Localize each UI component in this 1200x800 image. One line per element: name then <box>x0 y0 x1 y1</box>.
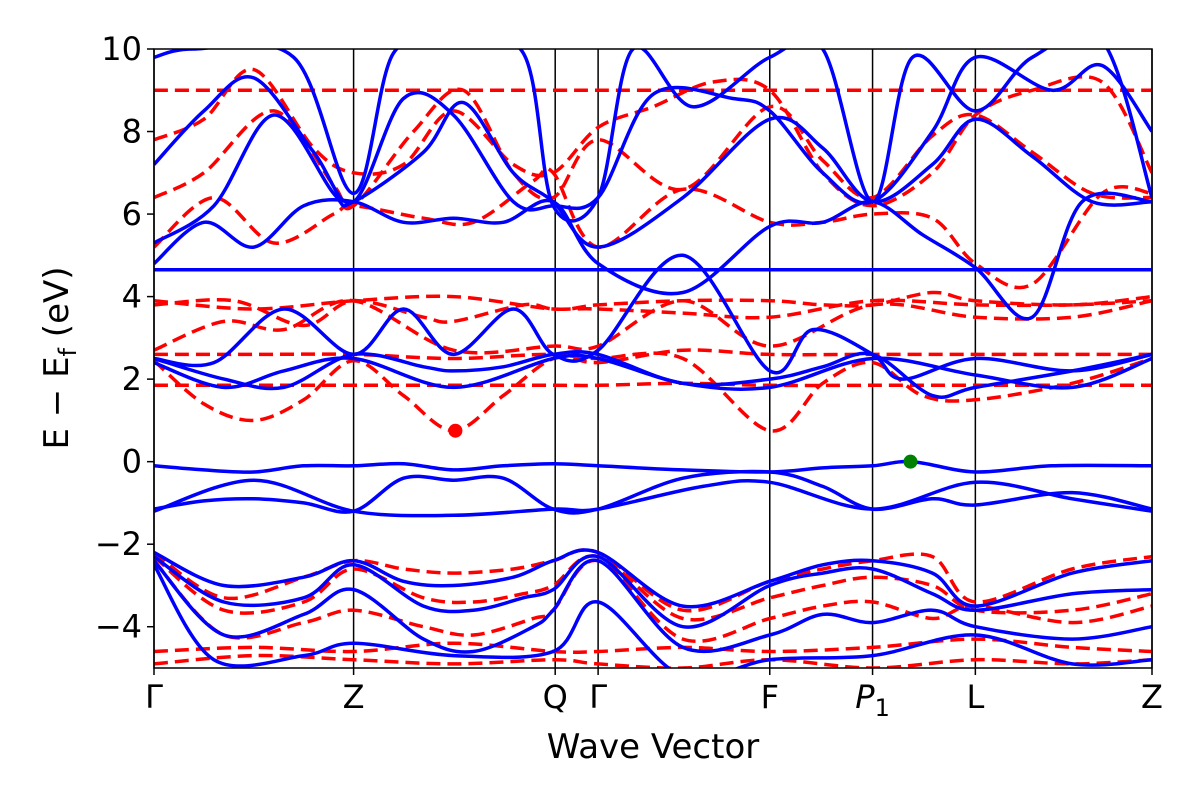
spin-up-band <box>154 349 1152 399</box>
spin-down-band <box>154 637 1152 655</box>
spin-up-band <box>154 554 1152 629</box>
x-axis-label: Wave Vector <box>547 727 759 767</box>
y-axis-label: E − Ef (eV) <box>37 266 82 449</box>
spin-up-band <box>154 100 1152 249</box>
y-tick-label: 4 <box>122 278 142 316</box>
y-tick-label: 0 <box>122 443 142 481</box>
y-axis-label-sub: f <box>54 347 82 356</box>
y-tick-label: 10 <box>101 30 142 68</box>
cbm-marker <box>448 423 463 438</box>
x-tick-label: Z <box>343 678 365 716</box>
spin-up-band <box>154 49 1152 223</box>
x-tick-label: Q <box>543 678 568 716</box>
y-tick-label: −2 <box>95 525 142 563</box>
spin-up-band <box>154 353 1152 391</box>
spin-down-band <box>154 290 1152 312</box>
spin-up-band <box>154 253 1152 381</box>
y-tick-label: −4 <box>95 608 142 646</box>
x-axis-ticks: Γ Z Q Γ F P1 L Z <box>145 668 1163 722</box>
x-tick-label: L <box>966 678 984 716</box>
plot-frame <box>153 48 1153 669</box>
spin-up-band <box>154 548 1152 609</box>
y-tick-label: 2 <box>122 360 142 398</box>
marker-layer <box>448 423 918 469</box>
spin-down-band <box>154 298 1152 355</box>
spin-up-band <box>154 478 1152 518</box>
spin-up-band <box>154 563 1152 668</box>
y-axis-label-main: E − E <box>37 356 77 449</box>
x-tick-label: Z <box>1141 678 1163 716</box>
y-tick-label: 8 <box>122 113 142 151</box>
spin-up-band <box>154 459 1152 474</box>
vbm-marker <box>903 454 918 469</box>
x-tick-label: Γ <box>589 678 607 716</box>
spin-down-band <box>154 381 1152 388</box>
spin-down-band <box>154 298 1152 328</box>
series-layer <box>154 49 1152 668</box>
y-tick-label: 6 <box>122 195 142 233</box>
spin-up-band <box>154 54 1152 212</box>
x-tick-label: Γ <box>145 678 163 716</box>
y-axis-ticks: 10 8 6 4 2 0 −2 −4 <box>95 30 154 646</box>
spin-down-band <box>154 653 1152 668</box>
y-axis-label-unit: (eV) <box>37 266 77 348</box>
x-tick-label: F <box>761 678 779 716</box>
spin-down-band <box>154 87 1152 211</box>
spin-up-band <box>154 558 1152 654</box>
x-tick-label: P1 <box>855 678 890 722</box>
spin-up-band <box>154 191 1152 321</box>
spin-down-band <box>154 348 1152 365</box>
spin-down-band <box>154 67 1152 208</box>
